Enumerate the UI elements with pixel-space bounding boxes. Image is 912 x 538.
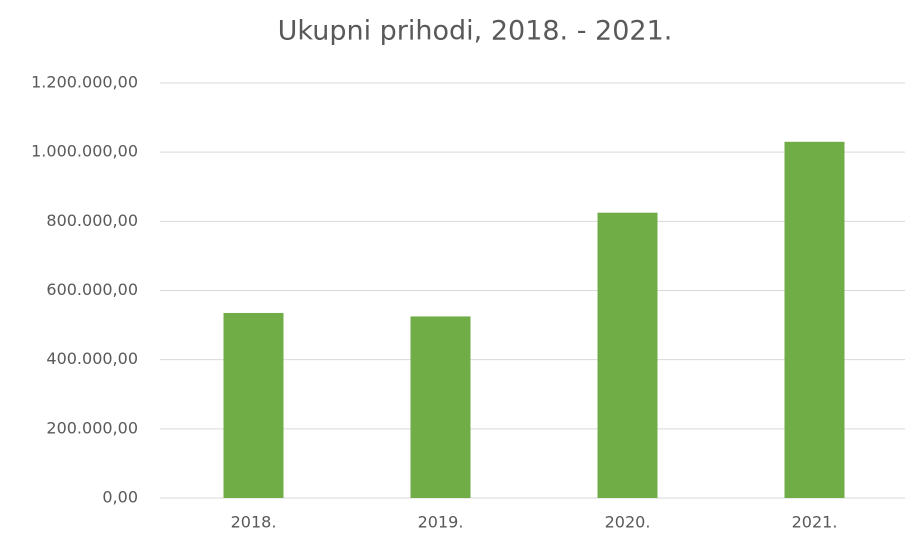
y-tick-label: 1.000.000,00 [31,142,138,161]
x-tick-label: 2021. [792,513,838,532]
y-tick-label: 0,00 [102,488,138,507]
y-tick-label: 800.000,00 [46,211,138,230]
y-tick-label: 200.000,00 [46,418,138,437]
x-tick-label: 2020. [605,513,651,532]
y-tick-label: 1.200.000,00 [31,73,138,92]
chart-title: Ukupni prihodi, 2018. - 2021. [278,16,673,47]
bar [784,141,845,498]
bar [223,312,284,498]
y-tick-label: 400.000,00 [46,349,138,368]
bar [597,212,658,498]
x-tick-label: 2018. [231,513,277,532]
y-tick-label: 600.000,00 [46,280,138,299]
bar [410,316,471,498]
x-tick-label: 2019. [418,513,464,532]
